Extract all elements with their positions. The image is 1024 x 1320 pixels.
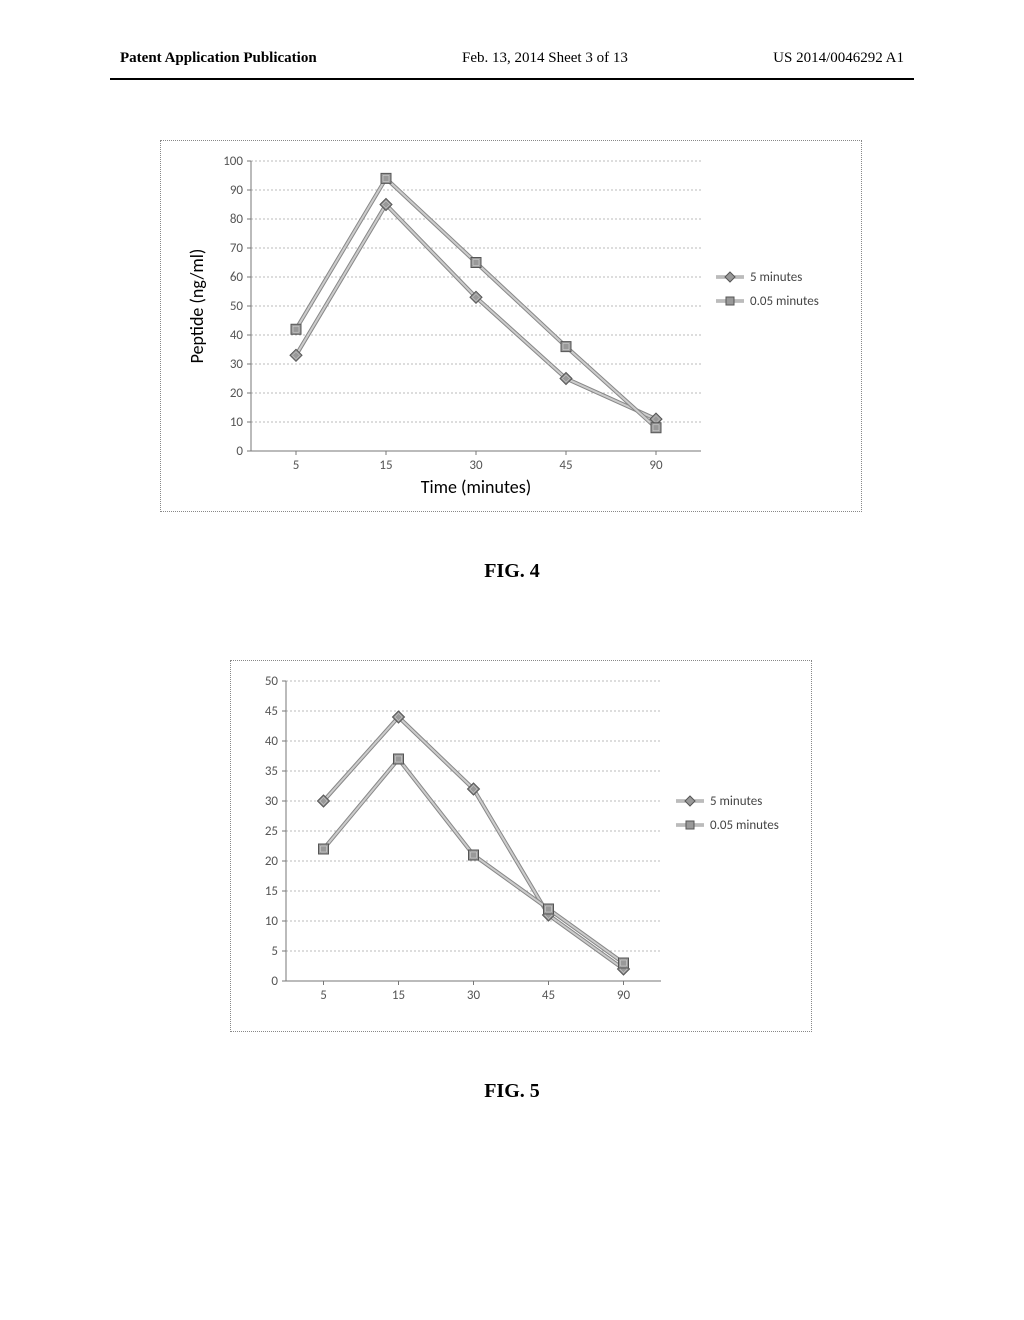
- header-left: Patent Application Publication: [120, 50, 317, 67]
- svg-text:0: 0: [271, 974, 278, 989]
- svg-text:40: 40: [265, 734, 279, 749]
- svg-text:45: 45: [542, 988, 555, 1003]
- svg-text:50: 50: [265, 674, 279, 689]
- svg-text:0.05 minutes: 0.05 minutes: [750, 294, 819, 309]
- svg-text:0: 0: [236, 444, 243, 459]
- svg-text:50: 50: [230, 299, 244, 314]
- svg-text:100: 100: [223, 154, 243, 169]
- figure-5-chart: 0 5 10 15 20 25 30 35 40 45 50 5 15 30 45 90 5 minutes 0.…: [230, 660, 812, 1032]
- svg-text:45: 45: [265, 704, 278, 719]
- header-mid: Feb. 13, 2014 Sheet 3 of 13: [462, 50, 628, 67]
- svg-text:45: 45: [559, 458, 572, 473]
- svg-text:10: 10: [230, 415, 244, 430]
- header-right: US 2014/0046292 A1: [773, 50, 904, 67]
- svg-text:15: 15: [379, 458, 392, 473]
- svg-text:90: 90: [230, 183, 244, 198]
- svg-text:25: 25: [265, 824, 278, 839]
- svg-text:60: 60: [230, 270, 244, 285]
- svg-text:15: 15: [265, 884, 278, 899]
- svg-text:10: 10: [265, 914, 279, 929]
- svg-text:40: 40: [230, 328, 244, 343]
- page-header: Patent Application Publication Feb. 13, …: [0, 50, 1024, 67]
- svg-text:20: 20: [265, 854, 279, 869]
- header-rule: [110, 78, 914, 80]
- svg-text:30: 30: [467, 988, 481, 1003]
- figure-4-chart: 0 10 20 30 40 50 60 70 80 90 100 5 15 30 45 90 Peptide (…: [160, 140, 862, 512]
- svg-text:0.05 minutes: 0.05 minutes: [710, 818, 779, 833]
- svg-text:5: 5: [320, 988, 327, 1003]
- svg-text:Peptide (ng/ml): Peptide (ng/ml): [186, 249, 208, 364]
- svg-text:80: 80: [230, 212, 244, 227]
- patent-page: Patent Application Publication Feb. 13, …: [0, 0, 1024, 1320]
- svg-text:90: 90: [617, 988, 631, 1003]
- svg-text:5: 5: [293, 458, 300, 473]
- svg-text:5 minutes: 5 minutes: [710, 794, 762, 809]
- svg-text:90: 90: [649, 458, 663, 473]
- svg-text:30: 30: [469, 458, 483, 473]
- svg-text:Time (minutes): Time (minutes): [421, 476, 531, 498]
- svg-text:5: 5: [271, 944, 278, 959]
- svg-text:30: 30: [265, 794, 279, 809]
- svg-text:20: 20: [230, 386, 244, 401]
- figure-5-label: FIG. 5: [0, 1080, 1024, 1103]
- figure-4-label: FIG. 4: [0, 560, 1024, 583]
- svg-text:15: 15: [392, 988, 405, 1003]
- svg-text:5 minutes: 5 minutes: [750, 270, 802, 285]
- svg-text:70: 70: [230, 241, 244, 256]
- svg-text:30: 30: [230, 357, 244, 372]
- chart1-svg: 0 10 20 30 40 50 60 70 80 90 100 5 15 30 45 90 Peptide (…: [161, 141, 861, 511]
- svg-text:35: 35: [265, 764, 278, 779]
- chart2-svg: 0 5 10 15 20 25 30 35 40 45 50 5 15 30 45 90 5 minutes 0.…: [231, 661, 811, 1031]
